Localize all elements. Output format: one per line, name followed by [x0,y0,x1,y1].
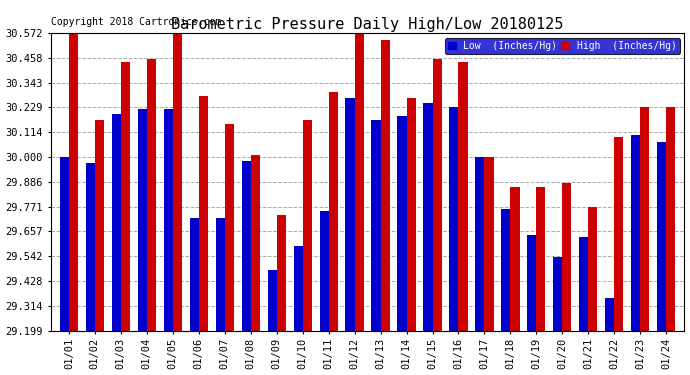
Bar [667,107,676,330]
Bar [631,135,640,330]
Bar [60,157,69,330]
Bar [277,216,286,330]
Bar [406,98,415,330]
Bar [640,107,649,330]
Bar [657,142,667,330]
Bar [112,114,121,330]
Bar [69,33,78,330]
Bar [424,103,433,330]
Bar [319,211,328,330]
Bar [225,124,234,330]
Bar [303,120,312,330]
Legend: Low  (Inches/Hg), High  (Inches/Hg): Low (Inches/Hg), High (Inches/Hg) [445,38,680,54]
Bar [536,187,546,330]
Bar [614,138,623,330]
Bar [268,270,277,330]
Bar [164,109,172,330]
Bar [86,164,95,330]
Bar [527,235,536,330]
Bar [449,107,458,330]
Bar [475,157,484,330]
Bar [397,116,406,330]
Bar [589,207,598,330]
Bar [562,183,571,330]
Bar [199,96,208,330]
Bar [346,98,355,330]
Bar [95,120,104,330]
Bar [121,62,130,330]
Bar [381,40,390,330]
Bar [553,256,562,330]
Bar [511,187,520,330]
Bar [172,33,182,330]
Title: Barometric Pressure Daily High/Low 20180125: Barometric Pressure Daily High/Low 20180… [171,17,564,32]
Bar [579,237,589,330]
Bar [433,59,442,330]
Bar [605,298,614,330]
Bar [328,92,337,330]
Bar [241,161,250,330]
Bar [484,157,493,330]
Bar [190,217,199,330]
Bar [216,217,225,330]
Text: Copyright 2018 Cartronics.com: Copyright 2018 Cartronics.com [50,17,221,27]
Bar [293,246,303,330]
Bar [147,59,156,330]
Bar [355,33,364,330]
Bar [502,209,511,330]
Bar [371,120,381,330]
Bar [250,155,259,330]
Bar [138,109,147,330]
Bar [458,62,468,330]
